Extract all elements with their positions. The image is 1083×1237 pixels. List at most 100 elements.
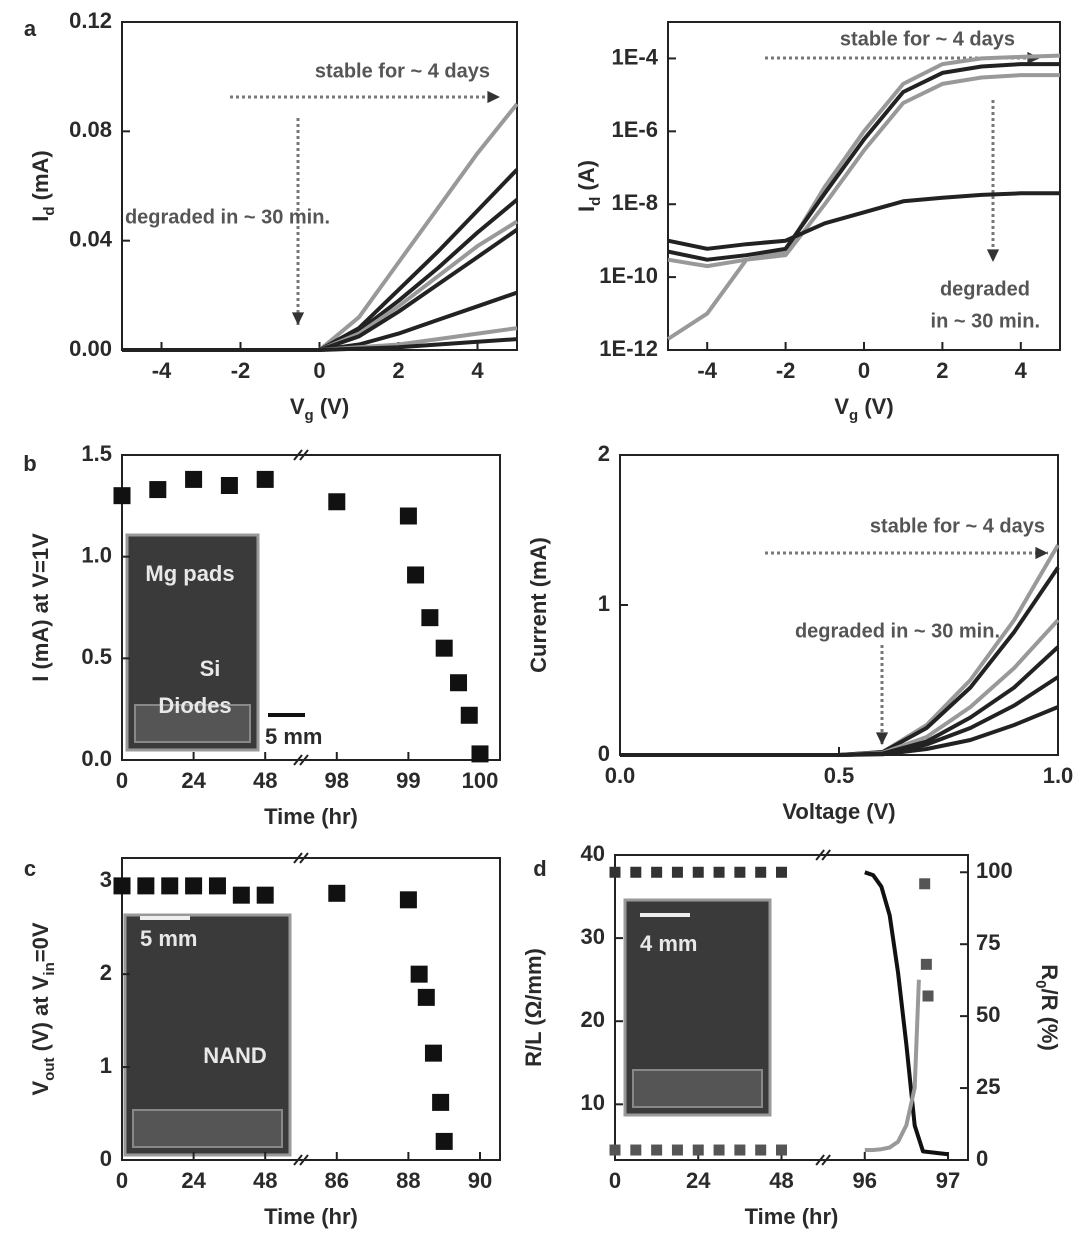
x-tick-label: -4 xyxy=(152,358,172,383)
axis-label-part: (mA) xyxy=(28,150,53,206)
axis-label-part: I xyxy=(574,206,599,212)
axis-break xyxy=(299,1154,309,1166)
data-line xyxy=(667,191,1060,251)
data-line xyxy=(122,219,519,352)
y-tick-label: 1E-12 xyxy=(599,336,658,361)
arrow-head xyxy=(875,732,889,745)
axis-label-part: I (mA) at V=1V xyxy=(28,533,53,682)
data-line xyxy=(620,566,1060,757)
data-point xyxy=(755,866,767,878)
axis-label: Id (A) xyxy=(574,160,605,212)
axis-break xyxy=(293,1154,303,1166)
data-line xyxy=(122,337,518,352)
data-point xyxy=(630,1144,642,1156)
data-point xyxy=(432,1093,450,1111)
x-tick-label: -2 xyxy=(776,358,796,383)
data-point xyxy=(671,866,683,878)
inset-detail xyxy=(134,704,251,743)
x-tick-label: 0 xyxy=(609,1168,621,1193)
y-tick-label: 1.0 xyxy=(81,542,112,567)
arrow-head xyxy=(487,90,500,104)
y-tick-label: 0.12 xyxy=(69,8,112,33)
x-tick-label: 48 xyxy=(253,768,277,793)
x-tick-label: -4 xyxy=(697,358,717,383)
inset-label: 4 mm xyxy=(640,931,697,956)
axis-label-part: g xyxy=(305,407,314,424)
y-tick-label: 1 xyxy=(598,591,610,616)
data-line xyxy=(620,543,1060,757)
data-point xyxy=(421,609,439,627)
data-point xyxy=(609,1144,621,1156)
axis-label-part: V xyxy=(290,394,305,419)
data-point xyxy=(435,1132,453,1150)
axis-label-part: R/L (Ω/mm) xyxy=(521,948,546,1067)
data-line xyxy=(620,645,1060,757)
x-tick-label: 99 xyxy=(396,768,420,793)
x-tick-label: 96 xyxy=(853,1168,877,1193)
data-line xyxy=(620,705,1059,757)
axis-label-part: R xyxy=(1037,964,1062,980)
x-tick-label: 48 xyxy=(253,1168,277,1193)
x-tick-label: 48 xyxy=(769,1168,793,1193)
x-tick-label: 24 xyxy=(181,1168,206,1193)
axis-label: Vg (V) xyxy=(290,394,349,425)
x-tick-label: 0 xyxy=(116,768,128,793)
x-tick-label: 24 xyxy=(686,1168,711,1193)
x-tick-label: 0 xyxy=(858,358,870,383)
x-tick-label: 4 xyxy=(471,358,484,383)
axis-label-part: 0 xyxy=(1032,980,1049,988)
x-tick-label: 90 xyxy=(468,1168,492,1193)
annotation: degraded in ~ 30 min. xyxy=(795,620,1000,642)
axis-label-part: Time (hr) xyxy=(264,1204,358,1229)
y-tick-label: 1E-8 xyxy=(612,190,658,215)
axis-break xyxy=(299,449,309,461)
data-point xyxy=(232,886,250,904)
x-tick-label: 2 xyxy=(392,358,404,383)
axis-label-part: V xyxy=(28,1081,53,1096)
y2-tick-label: 75 xyxy=(976,930,1000,955)
annotation: degraded xyxy=(940,278,1030,300)
axis-label: Time (hr) xyxy=(745,1204,839,1229)
data-point xyxy=(208,877,226,895)
axis-label: Vout (V) at Vin=0V xyxy=(28,922,59,1095)
plot-frame xyxy=(121,454,501,761)
axis-break xyxy=(815,1154,825,1166)
x-tick-label: 2 xyxy=(936,358,948,383)
axis-label: Time (hr) xyxy=(264,1204,358,1229)
arrow-head xyxy=(291,312,305,325)
data-point xyxy=(161,877,179,895)
panel-label: a xyxy=(24,16,37,41)
y-tick-label: 1E-4 xyxy=(612,44,659,69)
panel-label: d xyxy=(533,856,546,881)
panel-label: c xyxy=(24,856,36,881)
y-tick-label: 30 xyxy=(581,924,605,949)
data-point xyxy=(713,866,725,878)
axis-break xyxy=(293,852,303,864)
plot-frame xyxy=(667,21,1061,351)
y-tick-label: 0.04 xyxy=(69,226,113,251)
inset-label: Mg pads xyxy=(145,561,234,586)
y2-tick-label: 0 xyxy=(976,1146,988,1171)
axis-label: R/L (Ω/mm) xyxy=(521,948,546,1067)
data-point xyxy=(328,493,346,511)
axis-break xyxy=(815,849,825,861)
inset-label: 5 mm xyxy=(265,724,322,749)
axis-break xyxy=(821,1154,831,1166)
axis-label-part: Time (hr) xyxy=(745,1204,839,1229)
axis-break xyxy=(293,754,303,766)
axis-label-part: (V) xyxy=(314,394,349,419)
data-point xyxy=(435,639,453,657)
inset-detail xyxy=(132,1109,283,1148)
data-point xyxy=(922,990,934,1002)
data-point xyxy=(651,866,663,878)
data-line xyxy=(864,979,921,1152)
y-tick-label: 10 xyxy=(581,1090,605,1115)
data-line xyxy=(667,62,1060,262)
data-point xyxy=(630,866,642,878)
x-tick-label: 97 xyxy=(936,1168,960,1193)
inset-label: Diodes xyxy=(158,693,231,718)
y2-tick-label: 50 xyxy=(976,1002,1000,1027)
axis-label-part: I xyxy=(28,216,53,222)
x-tick-label: 0.0 xyxy=(605,763,636,788)
